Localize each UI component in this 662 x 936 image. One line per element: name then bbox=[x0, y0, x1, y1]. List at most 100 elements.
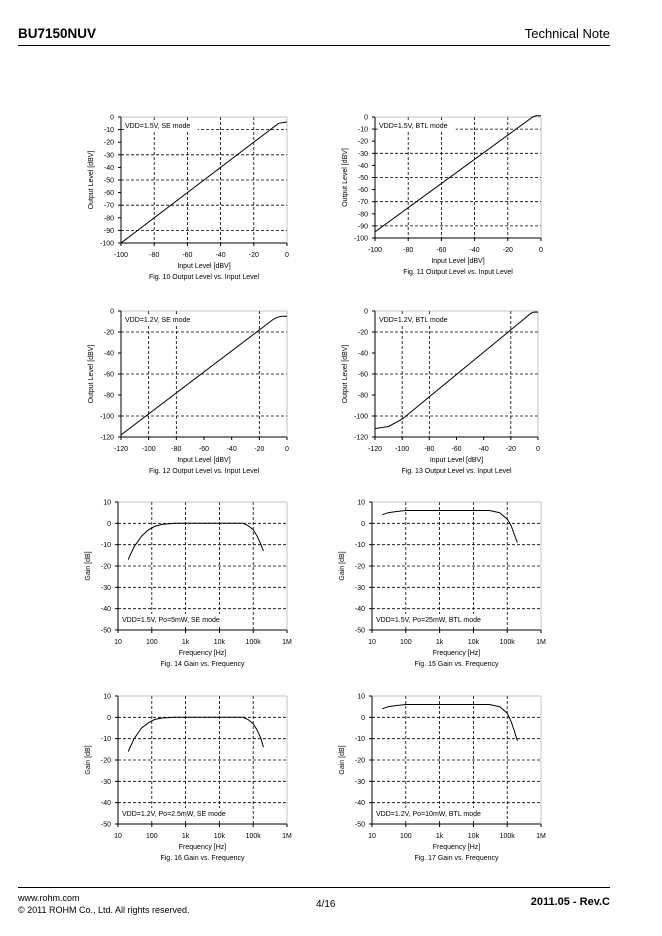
x-tick-label: 0 bbox=[539, 247, 543, 254]
x-tick-label: -120 bbox=[368, 446, 382, 453]
x-axis-label: Frequency [Hz] bbox=[433, 650, 481, 657]
x-tick-label: 100 bbox=[400, 833, 412, 840]
annotation-bg bbox=[378, 120, 456, 131]
x-tick-label: 10k bbox=[214, 833, 226, 840]
figure-caption: Fig. 15 Gain vs. Frequency bbox=[414, 661, 499, 668]
x-axis-label: Frequency [Hz] bbox=[179, 650, 227, 657]
series-line bbox=[382, 704, 518, 741]
x-tick-label: 1k bbox=[182, 639, 190, 646]
figure-caption: Fig. 11 Output Level vs. Input Level bbox=[403, 269, 513, 276]
x-tick-label: -80 bbox=[149, 252, 159, 259]
figure-caption: Fig. 10 Output Level vs. Input Level bbox=[149, 274, 260, 281]
series-line bbox=[127, 716, 264, 752]
x-axis-label: Input Level [dBV] bbox=[177, 263, 230, 270]
series-line bbox=[120, 315, 287, 436]
y-tick-label: -20 bbox=[355, 758, 365, 765]
footer-url: www.rohm.com bbox=[18, 893, 80, 903]
y-tick-label: 0 bbox=[107, 521, 111, 528]
y-tick-label: -60 bbox=[358, 187, 368, 194]
y-tick-label: -70 bbox=[358, 199, 368, 206]
y-tick-label: 0 bbox=[110, 115, 114, 122]
part-number: BU7150NUV bbox=[18, 26, 97, 41]
annotation-bg bbox=[378, 314, 456, 325]
y-tick-label: -40 bbox=[358, 351, 368, 358]
y-tick-label: -20 bbox=[358, 139, 368, 146]
series-line bbox=[120, 121, 288, 244]
y-tick-label: -40 bbox=[101, 606, 111, 613]
x-tick-label: 1M bbox=[536, 639, 546, 646]
x-tick-label: -80 bbox=[171, 446, 181, 453]
chart-1: 0 -10 -20 -30 -40 -50 -60 -70 -80 -90 -100-100 -80 -… bbox=[88, 115, 289, 282]
x-tick-label: -100 bbox=[368, 247, 382, 254]
y-tick-label: -10 bbox=[355, 542, 365, 549]
annotation-bg bbox=[375, 808, 490, 819]
x-axis-label: Input Level [dBV] bbox=[431, 258, 484, 265]
y-tick-label: -60 bbox=[104, 372, 114, 379]
annotation-label: VDD=1.5V, Po=25mW, BTL mode bbox=[376, 617, 481, 624]
x-tick-label: 1M bbox=[282, 833, 292, 840]
y-tick-label: -30 bbox=[104, 152, 114, 159]
y-tick-label: -100 bbox=[354, 414, 368, 421]
y-tick-label: -20 bbox=[101, 758, 111, 765]
y-tick-label: -50 bbox=[101, 822, 111, 829]
x-tick-label: 100 bbox=[146, 639, 158, 646]
chart-4: 0 -20 -40 -60 -80 -100 -120-120 -100 -80 -60 -40 -2… bbox=[342, 309, 540, 476]
doc-type: Technical Note bbox=[524, 26, 610, 41]
x-tick-label: -60 bbox=[436, 247, 446, 254]
y-tick-label: -10 bbox=[355, 736, 365, 743]
x-tick-label: -40 bbox=[216, 252, 226, 259]
x-tick-label: 100k bbox=[246, 833, 262, 840]
annotation-label: VDD=1.2V, Po=2.5mW, SE mode bbox=[122, 811, 226, 818]
y-tick-label: -30 bbox=[358, 151, 368, 158]
series-line bbox=[382, 510, 518, 543]
x-tick-label: -100 bbox=[114, 252, 128, 259]
x-tick-label: 0 bbox=[536, 446, 540, 453]
x-tick-label: -20 bbox=[506, 446, 516, 453]
x-tick-label: 1k bbox=[436, 833, 444, 840]
y-tick-label: -70 bbox=[104, 203, 114, 210]
y-tick-label: -30 bbox=[355, 779, 365, 786]
x-axis-label: Frequency [Hz] bbox=[433, 844, 481, 851]
x-axis-label: Input Level [dBV] bbox=[177, 457, 230, 464]
y-tick-label: 0 bbox=[361, 715, 365, 722]
annotation-label: VDD=1.2V, Po=10mW, BTL mode bbox=[376, 811, 481, 818]
y-tick-label: -40 bbox=[355, 606, 365, 613]
y-tick-label: -60 bbox=[104, 190, 114, 197]
figure-caption: Fig. 14 Gain vs. Frequency bbox=[160, 661, 245, 668]
y-tick-label: 0 bbox=[107, 715, 111, 722]
y-tick-label: -40 bbox=[104, 165, 114, 172]
y-tick-label: -40 bbox=[358, 163, 368, 170]
x-tick-label: 100k bbox=[500, 833, 516, 840]
y-tick-label: -100 bbox=[354, 236, 368, 243]
y-tick-label: -100 bbox=[100, 414, 114, 421]
revision: 2011.05 - Rev.C bbox=[530, 896, 610, 908]
y-tick-label: -80 bbox=[358, 393, 368, 400]
y-tick-label: -10 bbox=[104, 127, 114, 134]
x-tick-label: 1M bbox=[282, 639, 292, 646]
x-tick-label: -60 bbox=[182, 252, 192, 259]
y-axis-label: Gain [dB] bbox=[339, 551, 346, 580]
y-axis-label: Gain [dB] bbox=[85, 745, 92, 774]
y-tick-label: -90 bbox=[358, 223, 368, 230]
x-tick-label: 100k bbox=[246, 639, 262, 646]
y-tick-label: -30 bbox=[355, 585, 365, 592]
y-tick-label: -20 bbox=[101, 564, 111, 571]
x-axis-label: Frequency [Hz] bbox=[179, 844, 227, 851]
figure-caption: Fig. 16 Gain vs. Frequency bbox=[160, 855, 245, 862]
y-tick-label: -10 bbox=[101, 542, 111, 549]
y-tick-label: -20 bbox=[104, 140, 114, 147]
x-tick-label: -80 bbox=[424, 446, 434, 453]
y-tick-label: 0 bbox=[110, 309, 114, 316]
y-axis-label: Output Level [dBV] bbox=[342, 148, 349, 207]
series-line bbox=[374, 115, 541, 233]
y-tick-label: -90 bbox=[104, 228, 114, 235]
footer-copyright: © 2011 ROHM Co., Ltd. All rights reserve… bbox=[18, 905, 190, 915]
x-tick-label: -100 bbox=[395, 446, 409, 453]
x-tick-label: -120 bbox=[114, 446, 128, 453]
figure-caption: Fig. 13 Output Level vs. Input Level bbox=[401, 468, 512, 475]
y-tick-label: -60 bbox=[358, 372, 368, 379]
x-tick-label: 100k bbox=[500, 639, 516, 646]
x-tick-label: -20 bbox=[249, 252, 259, 259]
